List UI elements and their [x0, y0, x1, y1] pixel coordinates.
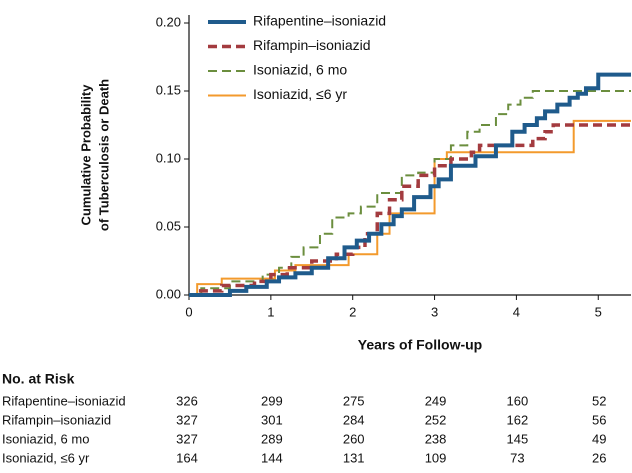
risk-value: 252: [425, 412, 447, 427]
risk-value: 326: [176, 393, 198, 408]
y-tick-label: 0.20: [156, 14, 181, 29]
risk-value: 162: [507, 412, 529, 427]
y-tick-label: 0.05: [156, 218, 181, 233]
risk-value: 144: [261, 450, 283, 465]
risk-row-label: Isoniazid, ≤6 yr: [2, 450, 90, 465]
legend-label: Rifampin–isoniazid: [253, 37, 371, 53]
risk-value: 249: [425, 393, 447, 408]
legend-label: Isoniazid, ≤6 yr: [253, 86, 347, 102]
risk-row-label: Rifampin–isoniazid: [2, 412, 111, 427]
x-axis-label: Years of Follow-up: [358, 337, 482, 353]
risk-value: 238: [425, 431, 447, 446]
legend-label: Rifapentine–isoniazid: [253, 13, 386, 29]
risk-value: 327: [176, 431, 198, 446]
risk-value: 56: [592, 412, 606, 427]
x-tick-label: 4: [513, 304, 520, 319]
y-tick-label: 0.00: [156, 286, 181, 301]
y-tick-label: 0.10: [156, 150, 181, 165]
risk-value: 131: [343, 450, 365, 465]
risk-value: 164: [176, 450, 198, 465]
risk-value: 275: [343, 393, 365, 408]
risk-value: 301: [261, 412, 283, 427]
legend-bg: [204, 35, 404, 58]
risk-value: 160: [507, 393, 529, 408]
risk-value: 289: [261, 431, 283, 446]
survival-curve: [189, 72, 631, 297]
survival-curve: [189, 119, 631, 296]
risk-table-title: No. at Risk: [2, 371, 75, 387]
x-tick-label: 2: [349, 304, 356, 319]
x-tick-label: 0: [185, 304, 192, 319]
y-axis-label: Cumulative Probability: [78, 84, 93, 226]
risk-value: 145: [507, 431, 529, 446]
legend-bg: [204, 60, 404, 82]
x-tick-label: 5: [595, 304, 602, 319]
risk-value: 299: [261, 393, 283, 408]
risk-value: 109: [425, 450, 447, 465]
x-tick-label: 1: [267, 304, 274, 319]
survival-curve: [189, 90, 631, 296]
risk-value: 73: [510, 450, 524, 465]
x-tick-label: 3: [431, 304, 438, 319]
risk-value: 52: [592, 393, 606, 408]
risk-value: 327: [176, 412, 198, 427]
y-axis-label: of Tuberculosis or Death: [96, 79, 111, 231]
risk-row-label: Isoniazid, 6 mo: [2, 431, 89, 446]
risk-value: 284: [343, 412, 365, 427]
risk-row-label: Rifapentine–isoniazid: [2, 393, 126, 408]
legend-bg: [204, 11, 404, 33]
legend-bg: [204, 84, 404, 107]
y-tick-label: 0.15: [156, 82, 181, 97]
risk-value: 26: [592, 450, 606, 465]
risk-value: 260: [343, 431, 365, 446]
risk-value: 49: [592, 431, 606, 446]
legend-label: Isoniazid, 6 mo: [253, 62, 347, 78]
